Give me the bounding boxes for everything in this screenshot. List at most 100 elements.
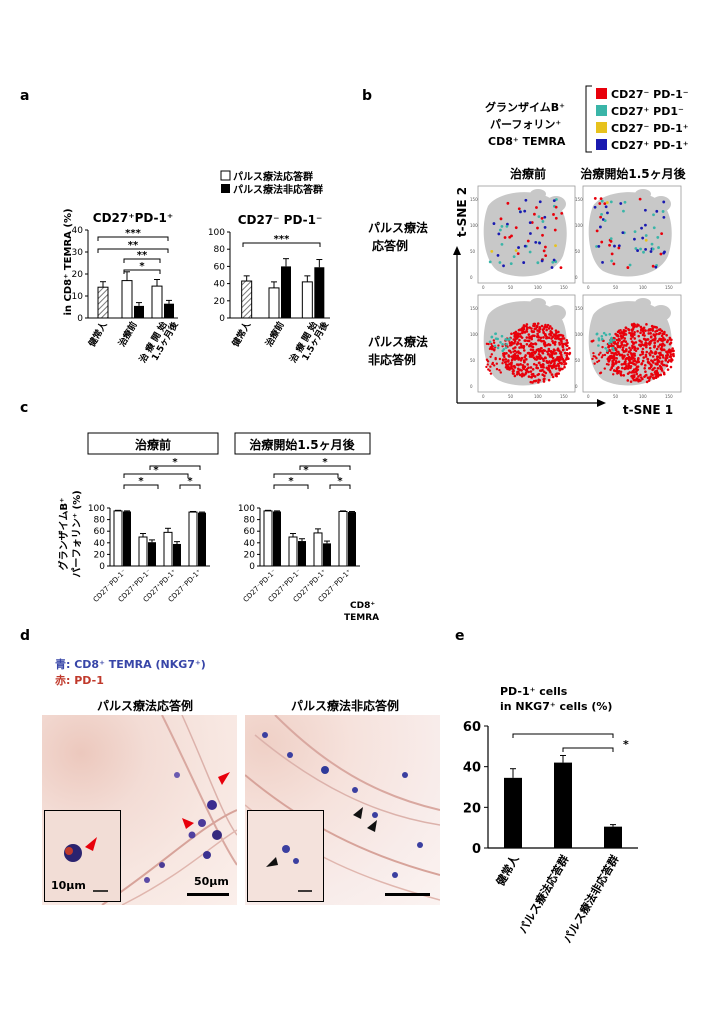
tsne-row1-label-2: 応答例 — [372, 238, 408, 253]
tsne-point — [495, 362, 499, 365]
panel-b-legend-title-2: パーフォリン⁺ — [490, 118, 561, 131]
y-tick-label: 20 — [244, 550, 256, 560]
tsne-point — [510, 234, 513, 238]
tsne-point — [534, 350, 538, 354]
tsne-cloud-blob — [651, 196, 671, 212]
tsne-point — [619, 372, 623, 376]
tsne-point — [535, 355, 539, 359]
tsne-point — [500, 334, 504, 338]
tsne-point — [520, 327, 523, 331]
tsne-point — [633, 237, 636, 241]
tsne-yaxis-label: t-SNE 2 — [455, 187, 469, 237]
tsne-point — [519, 335, 523, 338]
tsne-point — [517, 363, 520, 367]
tsne-tick-label: 50 — [575, 358, 581, 363]
tsne-point — [512, 255, 516, 259]
tsne-point — [519, 359, 523, 362]
tsne-point — [597, 338, 601, 342]
tsne-point — [563, 351, 567, 355]
tsne-point — [656, 375, 660, 378]
tsne-point — [541, 351, 545, 355]
tsne-point — [533, 334, 536, 338]
significance-mark: * — [172, 457, 178, 468]
significance-mark: * — [303, 465, 309, 476]
tsne-point — [644, 341, 647, 345]
tsne-point — [504, 338, 508, 341]
tsne-point — [659, 252, 663, 256]
tsne-plots: 0 0 50 50 100 100 150 150 0 0 50 50 100 100 150 150 0 0 50… — [470, 185, 682, 399]
tsne-col-title-post: 治療開始1.5ヶ月後 — [580, 166, 686, 181]
tsne-point — [653, 345, 656, 348]
tsne-point — [532, 330, 535, 333]
bar-responder — [268, 287, 280, 319]
y-tick-label: 0 — [219, 314, 225, 324]
significance-mark: *** — [274, 234, 290, 245]
tsne-point — [561, 345, 565, 349]
tsne-point — [516, 252, 520, 256]
y-tick-label: 60 — [94, 527, 106, 537]
tsne-point — [510, 332, 513, 336]
significance-bracket — [179, 484, 201, 489]
panel-b-legend-title-3: CD8⁺ TEMRA — [488, 135, 566, 148]
scale-small-label: 10μm — [51, 879, 86, 892]
tsne-point — [611, 346, 615, 350]
tsne-point — [640, 328, 644, 332]
legend-label: CD27⁺ PD1⁻ — [611, 105, 684, 118]
tsne-point — [603, 353, 607, 357]
tsne-point — [623, 200, 627, 204]
panel-c-extra-label-1: CD8⁺ — [350, 601, 375, 611]
tsne-cloud-blob — [635, 298, 651, 308]
tsne-point — [545, 359, 548, 363]
tsne-point — [554, 367, 558, 370]
tsne-point — [654, 336, 657, 340]
tsne-cloud — [483, 301, 567, 386]
tsne-point — [621, 231, 625, 235]
tsne-point — [521, 372, 524, 376]
tsne-point — [554, 333, 557, 337]
tsne-point — [550, 373, 554, 376]
tsne-point — [541, 349, 544, 353]
tsne-point — [601, 260, 604, 264]
tsne-point — [486, 360, 490, 363]
tsne-point — [641, 350, 645, 354]
tsne-tick-label: 0 — [575, 384, 578, 389]
significance-mark: ** — [128, 240, 139, 251]
tsne-point — [645, 343, 648, 347]
y-tick-label: 60 — [214, 262, 226, 272]
significance-bracket — [97, 236, 169, 241]
panel-d-legend-blue: 青: CD8⁺ TEMRA (NKG7⁺) — [55, 657, 206, 671]
tsne-point — [614, 351, 617, 355]
tsne-point — [661, 354, 664, 357]
tsne-point — [635, 365, 639, 369]
panel-label-c: c — [20, 400, 28, 416]
tsne-point — [623, 354, 626, 358]
tsne-point — [591, 357, 594, 361]
significance-bracket — [562, 747, 614, 752]
significance-bracket — [329, 484, 351, 489]
tsne-point — [538, 200, 542, 204]
tsne-point — [524, 371, 528, 375]
tsne-point — [610, 336, 613, 340]
tsne-point — [542, 380, 546, 383]
tsne-point — [553, 340, 557, 344]
tsne-point — [613, 244, 616, 248]
tsne-point — [540, 259, 544, 263]
tsne-point — [518, 346, 521, 349]
y-tick-label: 20 — [72, 270, 84, 280]
tsne-point — [653, 371, 657, 374]
tsne-point — [518, 332, 522, 336]
tsne-point — [593, 197, 597, 200]
tsne-point — [647, 361, 651, 364]
tsne-point — [631, 374, 634, 378]
tsne-point — [649, 332, 652, 335]
tsne-point — [560, 212, 564, 215]
significance-mark: * — [623, 738, 629, 751]
tsne-point — [664, 354, 668, 358]
tsne-point — [621, 346, 625, 349]
tsne-row1-label-1: パルス療法 — [368, 220, 428, 235]
tsne-tick-label: 50 — [470, 358, 476, 363]
tsne-point — [608, 356, 612, 360]
tsne-point — [649, 250, 653, 253]
tsne-point — [560, 362, 564, 365]
